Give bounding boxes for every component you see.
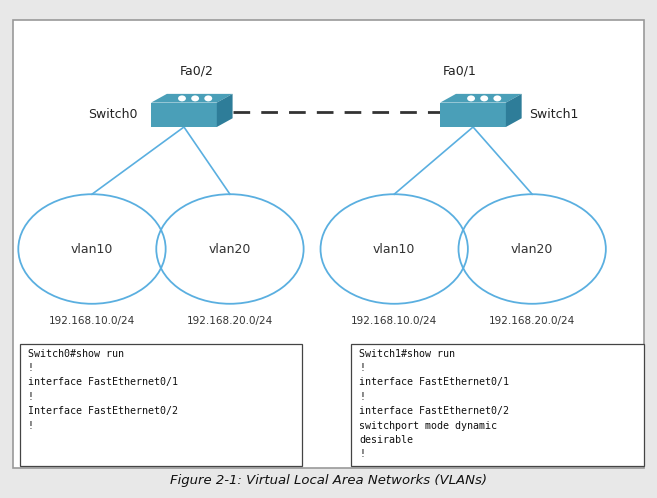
Text: 192.168.10.0/24: 192.168.10.0/24: [49, 316, 135, 326]
Text: vlan10: vlan10: [373, 243, 415, 255]
Text: 192.168.20.0/24: 192.168.20.0/24: [187, 316, 273, 326]
Polygon shape: [506, 94, 522, 127]
Text: 192.168.10.0/24: 192.168.10.0/24: [351, 316, 438, 326]
Text: 192.168.20.0/24: 192.168.20.0/24: [489, 316, 576, 326]
FancyBboxPatch shape: [151, 103, 217, 127]
Text: Figure 2-1: Virtual Local Area Networks (VLANs): Figure 2-1: Virtual Local Area Networks …: [170, 474, 487, 487]
Text: Switch0#show run
!
interface FastEthernet0/1
!
Interface FastEthernet0/2
!: Switch0#show run ! interface FastEtherne…: [28, 349, 177, 431]
Text: vlan20: vlan20: [209, 243, 251, 255]
Text: Switch1#show run
!
interface FastEthernet0/1
!
interface FastEthernet0/2
switchp: Switch1#show run ! interface FastEtherne…: [359, 349, 509, 459]
Text: Switch1: Switch1: [529, 108, 578, 121]
Text: vlan10: vlan10: [71, 243, 113, 255]
FancyBboxPatch shape: [20, 344, 302, 466]
FancyBboxPatch shape: [13, 20, 644, 468]
FancyBboxPatch shape: [351, 344, 644, 466]
Circle shape: [204, 96, 212, 102]
Circle shape: [178, 96, 186, 102]
Circle shape: [493, 96, 501, 102]
Circle shape: [480, 96, 488, 102]
Circle shape: [467, 96, 475, 102]
Text: Switch0: Switch0: [89, 108, 138, 121]
Text: Fa0/2: Fa0/2: [180, 64, 214, 77]
FancyBboxPatch shape: [440, 103, 506, 127]
Text: vlan20: vlan20: [511, 243, 553, 255]
Polygon shape: [440, 94, 522, 103]
Polygon shape: [217, 94, 233, 127]
Circle shape: [191, 96, 199, 102]
Text: Fa0/1: Fa0/1: [443, 64, 477, 77]
Polygon shape: [151, 94, 233, 103]
